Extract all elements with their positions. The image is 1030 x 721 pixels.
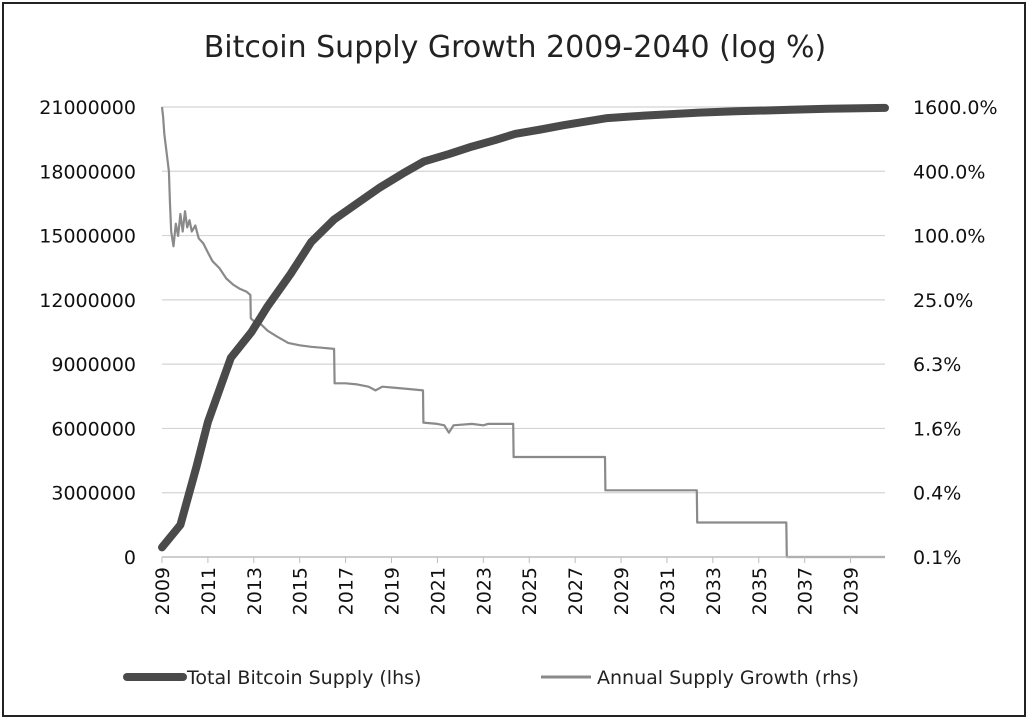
y-left-tick-label: 15000000 (39, 226, 136, 248)
y-right-tick-label: 6.3% (913, 354, 961, 376)
legend-label-annual-growth: Annual Supply Growth (rhs) (597, 667, 859, 689)
series-line-annual-supply-growth (160, 106, 885, 559)
y-left-tick-label: 12000000 (39, 290, 136, 312)
x-tick-label: 2035 (749, 567, 771, 615)
x-tick-label: 2031 (657, 567, 679, 615)
x-tick-label: 2023 (473, 567, 495, 615)
y-left-tick-label: 21000000 (39, 97, 136, 119)
y-left-tick-label: 6000000 (51, 418, 136, 440)
axes: 0 0.1% 3000000 0.4% 6000000 1.6% 9000000 6.3% 12… (39, 97, 997, 615)
chart-title: Bitcoin Supply Growth 2009-2040 (log %) (204, 30, 827, 65)
series-line-total-bitcoin-supply (158, 103, 889, 552)
y-right-tick-label: 400.0% (913, 161, 985, 183)
y-left-tick-label: 9000000 (51, 354, 136, 376)
y-left-tick-label: 0 (124, 547, 136, 569)
y-right-tick-label: 0.1% (913, 547, 961, 569)
x-tick-label: 2017 (336, 567, 358, 615)
legend: Total Bitcoin Supply (lhs) Annual Supply… (123, 667, 859, 689)
x-tick-label: 2025 (519, 567, 541, 615)
y-right-tick-label: 100.0% (913, 226, 985, 248)
x-tick-label: 2039 (841, 567, 863, 615)
x-tick-label: 2029 (611, 567, 633, 615)
legend-label-total-supply: Total Bitcoin Supply (lhs) (186, 667, 421, 689)
x-tick-label: 2013 (244, 567, 266, 615)
x-tick-label: 2011 (198, 567, 220, 615)
series-group (158, 103, 889, 559)
x-tick-label: 2009 (152, 567, 174, 615)
x-tick-label: 2037 (795, 567, 817, 615)
y-right-tick-label: 1.6% (913, 418, 961, 440)
y-right-tick-label: 1600.0% (913, 97, 998, 119)
y-left-tick-label: 3000000 (51, 483, 136, 505)
y-right-tick-label: 0.4% (913, 483, 961, 505)
x-tick-label: 2021 (427, 567, 449, 615)
y-left-tick-label: 18000000 (39, 161, 136, 183)
x-tick-label: 2033 (703, 567, 725, 615)
x-tick-label: 2015 (290, 567, 312, 615)
x-tick-label: 2027 (565, 567, 587, 615)
y-right-tick-label: 25.0% (913, 290, 973, 312)
x-tick-label: 2019 (382, 567, 404, 615)
